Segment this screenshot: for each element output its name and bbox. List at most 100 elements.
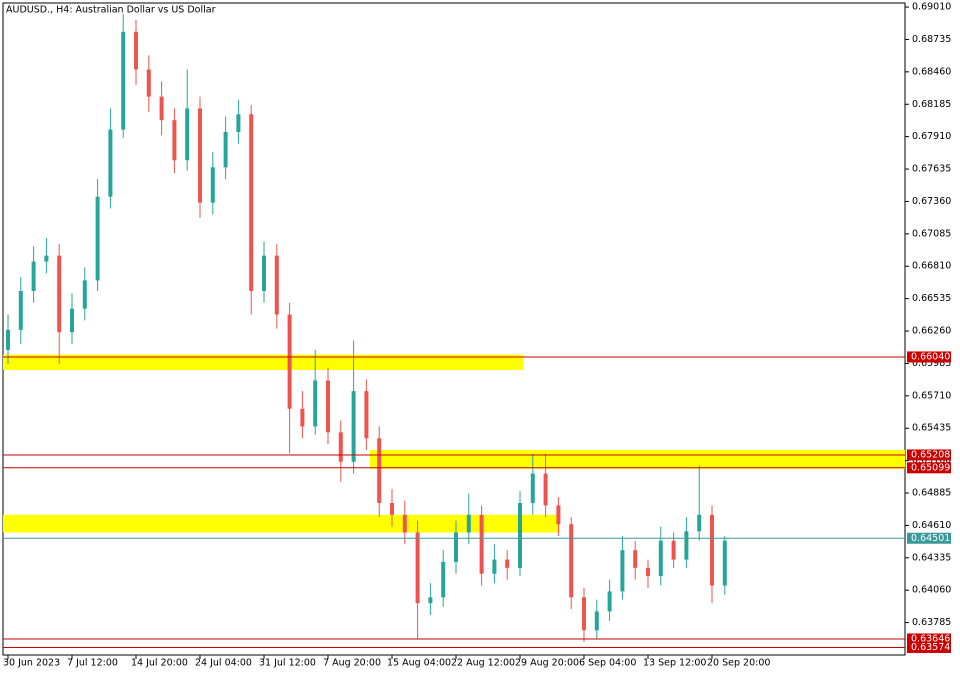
y-tick-label: 0.64335 bbox=[912, 552, 951, 563]
y-tick-label: 0.65160 bbox=[912, 455, 951, 466]
zone bbox=[3, 514, 560, 533]
candle-body bbox=[620, 550, 625, 592]
candle-body bbox=[262, 255, 266, 291]
price-tag-label: 0.65099 bbox=[911, 462, 950, 473]
y-tick-label: 0.64060 bbox=[912, 585, 951, 596]
price-tag bbox=[907, 449, 951, 461]
candle-body bbox=[364, 391, 369, 439]
candle-body bbox=[185, 108, 190, 161]
y-tick-label: 0.67360 bbox=[912, 196, 951, 207]
candle-body bbox=[722, 540, 727, 586]
x-tick-label: 30 Jun 2023 bbox=[3, 658, 60, 669]
candle-body bbox=[57, 255, 62, 333]
candle-body bbox=[287, 314, 292, 409]
candle-body bbox=[428, 597, 433, 604]
candle-body bbox=[582, 597, 586, 631]
candle-body bbox=[313, 380, 318, 427]
candle-body bbox=[505, 559, 510, 568]
candle-body bbox=[108, 129, 113, 197]
y-tick-label: 0.67085 bbox=[912, 228, 951, 239]
x-tick-label: 14 Jul 20:00 bbox=[131, 658, 188, 669]
candle-body bbox=[31, 261, 36, 291]
candle-body bbox=[671, 540, 676, 560]
candle-body bbox=[441, 561, 446, 598]
candle-body bbox=[454, 532, 458, 562]
candle-body bbox=[6, 329, 10, 350]
price-tag bbox=[907, 351, 951, 363]
candle-body bbox=[236, 114, 241, 132]
candle-body bbox=[44, 255, 49, 262]
candle-body bbox=[402, 514, 407, 533]
candle-body bbox=[479, 514, 484, 574]
price-tag-label: 0.63574 bbox=[911, 642, 950, 653]
price-tag-label: 0.66040 bbox=[911, 351, 950, 362]
candle-body bbox=[223, 131, 228, 168]
candle-body bbox=[492, 559, 497, 574]
price-tag-label: 0.64501 bbox=[911, 533, 950, 544]
price-tag bbox=[907, 641, 951, 653]
candle-body bbox=[658, 540, 663, 577]
y-tick-label: 0.65710 bbox=[912, 390, 951, 401]
candle-body bbox=[134, 31, 138, 70]
y-tick-label: 0.68735 bbox=[912, 34, 951, 45]
price-tag-label: 0.65208 bbox=[911, 449, 950, 460]
candle-body bbox=[415, 532, 420, 604]
candle-body bbox=[274, 255, 279, 315]
candle-body bbox=[390, 503, 394, 515]
candle-body bbox=[697, 514, 702, 532]
candle-body bbox=[633, 550, 638, 568]
candle-body bbox=[210, 167, 215, 203]
y-tick-label: 0.65435 bbox=[912, 423, 951, 434]
price-tag-label: 0.63646 bbox=[911, 633, 950, 644]
price-tag bbox=[907, 532, 951, 544]
x-tick-label: 20 Sep 20:00 bbox=[707, 658, 770, 669]
candle-body bbox=[300, 408, 305, 427]
x-tick-label: 22 Aug 12:00 bbox=[451, 658, 515, 669]
y-tick-label: 0.63785 bbox=[912, 617, 951, 628]
x-tick-label: 31 Jul 12:00 bbox=[259, 658, 316, 669]
candle-body bbox=[594, 611, 599, 631]
candle-body bbox=[466, 514, 471, 533]
candle-body bbox=[159, 96, 164, 121]
candle-body bbox=[710, 514, 714, 586]
x-tick-label: 15 Aug 04:00 bbox=[387, 658, 451, 669]
y-tick-label: 0.66810 bbox=[912, 261, 951, 272]
candle-body bbox=[18, 290, 23, 330]
candle-body bbox=[326, 380, 330, 433]
candle-body bbox=[198, 108, 202, 203]
candle-body bbox=[543, 473, 548, 506]
y-tick-label: 0.64610 bbox=[912, 520, 951, 531]
y-tick-label: 0.68185 bbox=[912, 99, 951, 110]
zone bbox=[370, 450, 905, 469]
candle-body bbox=[95, 196, 100, 281]
candle-body bbox=[556, 505, 561, 525]
y-tick-label: 0.66535 bbox=[912, 293, 951, 304]
price-tag bbox=[907, 633, 951, 645]
y-tick-label: 0.66260 bbox=[912, 326, 951, 337]
x-tick-label: 6 Sep 04:00 bbox=[579, 658, 636, 669]
x-tick-label: 13 Sep 12:00 bbox=[643, 658, 706, 669]
y-tick-label: 0.69010 bbox=[912, 2, 951, 13]
candle-body bbox=[82, 280, 87, 309]
plot-frame bbox=[2, 2, 906, 656]
candle-body bbox=[646, 567, 650, 577]
y-tick-label: 0.67910 bbox=[912, 131, 951, 142]
price-tag bbox=[907, 462, 951, 474]
candle-body bbox=[121, 31, 126, 130]
candle-body bbox=[607, 591, 612, 612]
candle-body bbox=[249, 114, 254, 291]
candle-body bbox=[172, 120, 177, 161]
x-tick-label: 24 Jul 04:00 bbox=[195, 658, 252, 669]
x-tick-label: 7 Aug 20:00 bbox=[323, 658, 381, 669]
chart-title: AUDUSD., H4: Australian Dollar vs US Dol… bbox=[6, 5, 216, 16]
zone bbox=[3, 354, 523, 370]
candle-body bbox=[377, 438, 382, 504]
candle-body bbox=[518, 503, 522, 568]
y-tick-label: 0.65985 bbox=[912, 358, 951, 369]
y-tick-label: 0.67635 bbox=[912, 164, 951, 175]
x-tick-label: 29 Aug 20:00 bbox=[515, 658, 579, 669]
candle-body bbox=[569, 524, 574, 598]
candle-body bbox=[338, 432, 343, 462]
candle-body bbox=[70, 308, 74, 333]
